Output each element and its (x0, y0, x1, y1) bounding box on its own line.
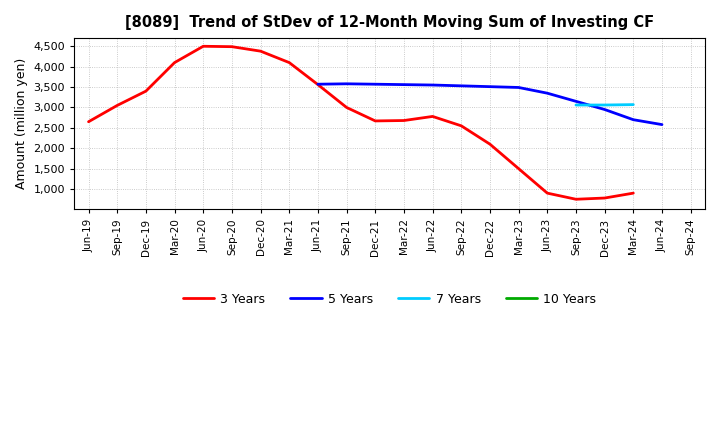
3 Years (285, 60, 294, 65)
3 Years (400, 118, 408, 123)
3 Years (228, 44, 236, 49)
3 Years (199, 44, 207, 49)
3 Years (142, 88, 150, 94)
5 Years (543, 91, 552, 96)
3 Years (572, 197, 580, 202)
3 Years (485, 142, 494, 147)
5 Years (400, 82, 408, 87)
7 Years (572, 103, 580, 108)
3 Years (514, 166, 523, 171)
3 Years (84, 119, 93, 125)
5 Years (371, 81, 379, 87)
5 Years (342, 81, 351, 86)
7 Years (600, 103, 609, 108)
3 Years (170, 60, 179, 65)
5 Years (600, 107, 609, 112)
5 Years (514, 85, 523, 90)
3 Years (113, 103, 122, 108)
3 Years (342, 105, 351, 110)
3 Years (543, 191, 552, 196)
7 Years (629, 102, 638, 107)
Legend: 3 Years, 5 Years, 7 Years, 10 Years: 3 Years, 5 Years, 7 Years, 10 Years (178, 288, 601, 311)
Line: 3 Years: 3 Years (89, 46, 634, 199)
Line: 5 Years: 5 Years (318, 84, 662, 125)
5 Years (657, 122, 666, 127)
5 Years (314, 81, 323, 87)
Title: [8089]  Trend of StDev of 12-Month Moving Sum of Investing CF: [8089] Trend of StDev of 12-Month Moving… (125, 15, 654, 30)
5 Years (428, 82, 437, 88)
3 Years (457, 123, 466, 128)
5 Years (629, 117, 638, 122)
5 Years (572, 99, 580, 104)
3 Years (371, 118, 379, 124)
3 Years (428, 114, 437, 119)
3 Years (256, 48, 265, 54)
3 Years (600, 195, 609, 201)
3 Years (314, 82, 323, 87)
5 Years (457, 83, 466, 88)
5 Years (485, 84, 494, 89)
3 Years (629, 191, 638, 196)
Y-axis label: Amount (million yen): Amount (million yen) (15, 58, 28, 189)
